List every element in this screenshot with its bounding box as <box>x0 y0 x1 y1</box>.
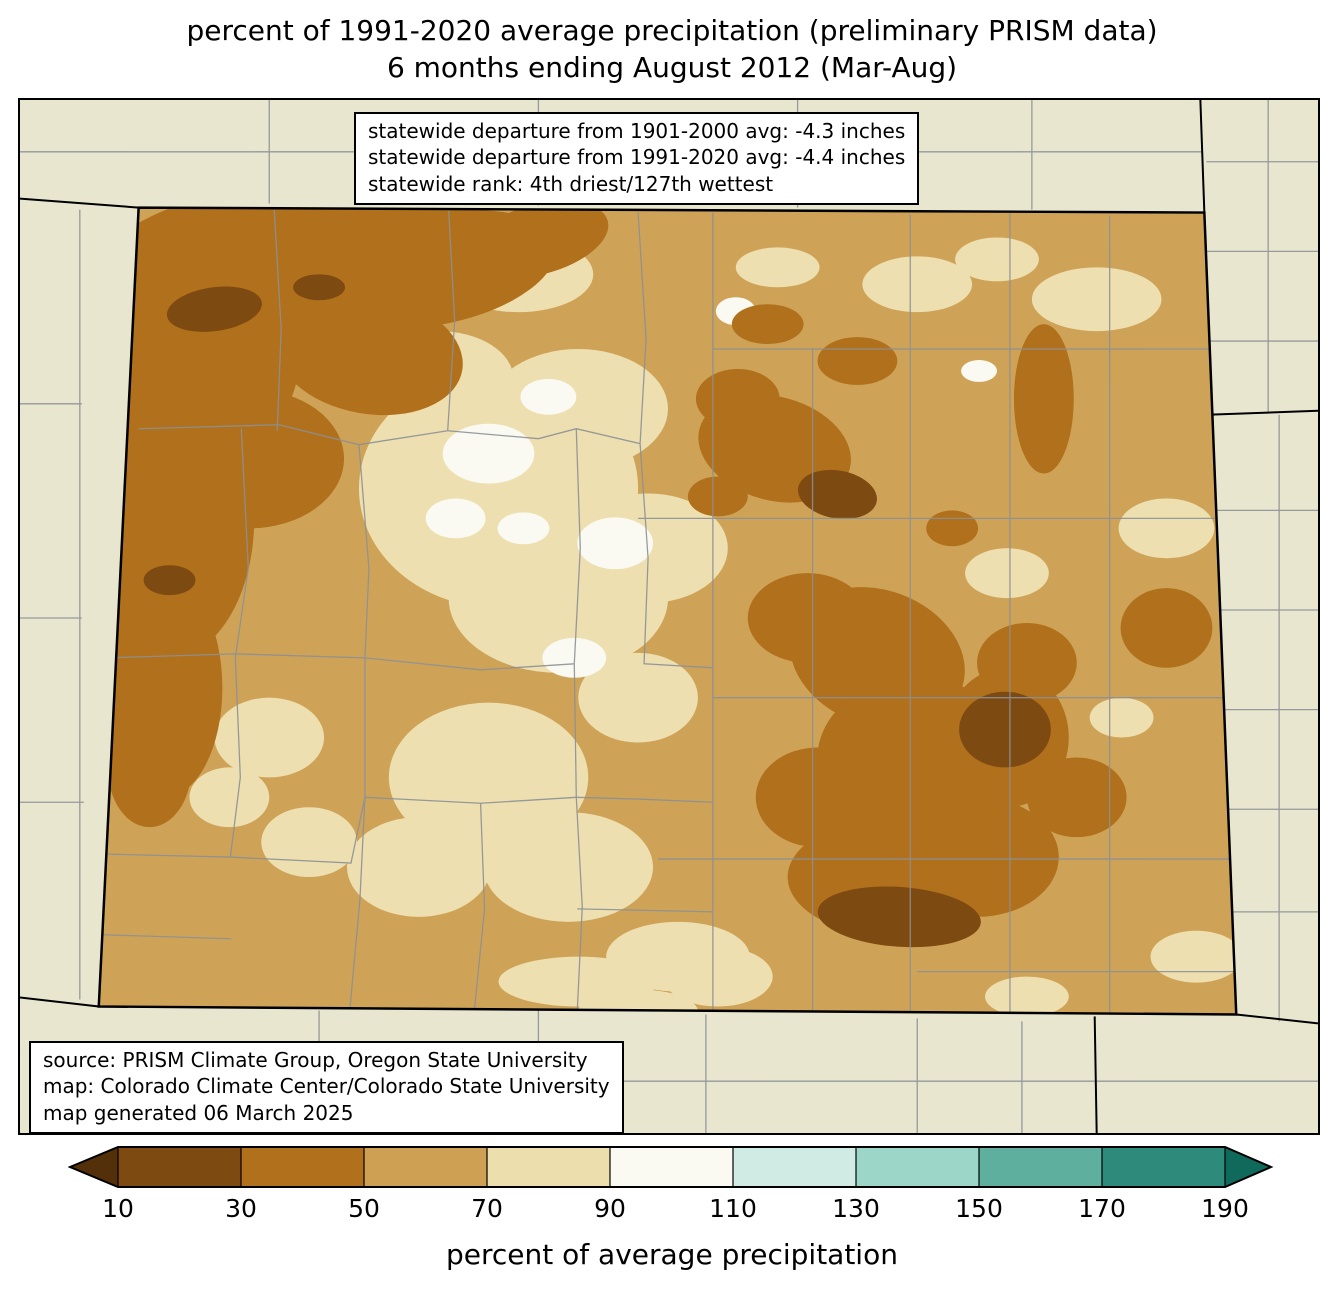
colorbar-segment <box>610 1147 733 1187</box>
figure-title: percent of 1991-2020 average precipitati… <box>0 12 1344 86</box>
map-frame: statewide departure from 1901-2000 avg: … <box>18 98 1320 1135</box>
colorbar-bar <box>68 1146 1274 1188</box>
stats-line-1: statewide departure from 1901-2000 avg: … <box>368 119 906 143</box>
colorbar-tick-label: 50 <box>348 1194 380 1223</box>
colorbar-under-arrow <box>70 1147 118 1187</box>
colorbar-segment <box>856 1147 979 1187</box>
colorbar-tick-label: 110 <box>709 1194 757 1223</box>
source-line-1: source: PRISM Climate Group, Oregon Stat… <box>43 1048 588 1072</box>
stats-line-3: statewide rank: 4th driest/127th wettest <box>368 171 774 196</box>
colorbar-segment <box>364 1147 487 1187</box>
colorbar-tick-label: 170 <box>1078 1194 1126 1223</box>
colorbar-tick-label: 10 <box>102 1194 134 1223</box>
colorbar-segment <box>241 1147 364 1187</box>
colorado-precipitation-map <box>20 100 1318 1133</box>
statewide-stats-box: statewide departure from 1901-2000 avg: … <box>354 112 920 206</box>
colorbar-tick-label: 90 <box>594 1194 626 1223</box>
colorbar-segment <box>487 1147 610 1187</box>
source-box: source: PRISM Climate Group, Oregon Stat… <box>29 1041 624 1135</box>
colorbar-segment <box>1102 1147 1225 1187</box>
title-line-1: percent of 1991-2020 average precipitati… <box>186 14 1158 47</box>
precip-70-90-areas <box>189 236 1237 1015</box>
colorbar-label: percent of average precipitation <box>446 1238 898 1271</box>
colorbar-segment <box>979 1147 1102 1187</box>
colorbar-over-arrow <box>1225 1147 1271 1187</box>
colorbar-tick-label: 30 <box>225 1194 257 1223</box>
precip-10-30-areas <box>143 274 1051 948</box>
colorbar: 10 30 50 70 90 110 130 150 170 190 <box>68 1146 1274 1224</box>
colorbar-tick-label: 190 <box>1201 1194 1249 1223</box>
source-line-3: map generated 06 March 2025 <box>43 1100 354 1125</box>
colorbar-segment <box>118 1147 241 1187</box>
neighbor-state-borders <box>20 100 1318 1133</box>
colorado-state-border <box>97 206 1238 1016</box>
colorbar-tick-label: 150 <box>955 1194 1003 1223</box>
source-line-2: map: Colorado Climate Center/Colorado St… <box>43 1074 610 1099</box>
colorbar-segment <box>733 1147 856 1187</box>
colorbar-tick-label: 130 <box>832 1194 880 1223</box>
stats-line-2: statewide departure from 1991-2020 avg: … <box>368 145 906 170</box>
colorbar-ticks: 10 30 50 70 90 110 130 150 170 190 <box>68 1188 1274 1224</box>
colorbar-outline <box>68 1146 1274 1188</box>
title-line-2: 6 months ending August 2012 (Mar-Aug) <box>386 51 958 85</box>
colorado-county-lines <box>102 209 1237 1015</box>
colorbar-tick-label: 70 <box>471 1194 503 1223</box>
